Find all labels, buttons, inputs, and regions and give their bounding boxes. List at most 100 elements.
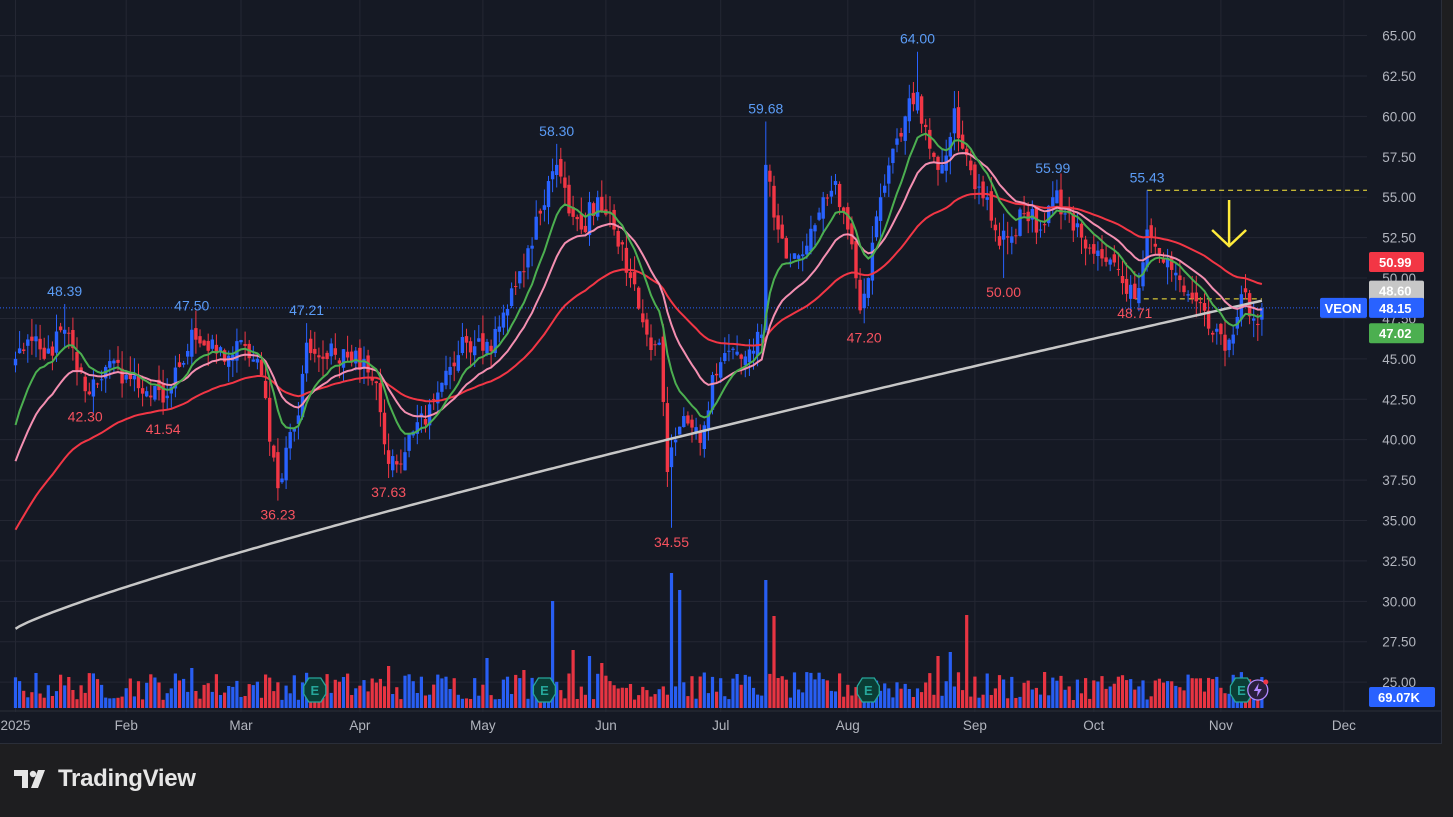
ticker-tag: VEON <box>1325 301 1362 316</box>
candle-body <box>1190 292 1194 299</box>
volume-bar <box>280 699 284 708</box>
time-tick-label: Apr <box>349 718 371 733</box>
candle-body <box>911 92 916 105</box>
earnings-marker[interactable]: E <box>532 677 557 703</box>
volume-bar <box>214 674 218 708</box>
candle-body <box>337 360 342 364</box>
volume-bar <box>665 694 669 708</box>
candle-body <box>30 336 34 341</box>
candles[interactable] <box>13 51 1264 528</box>
candle-body <box>665 403 670 472</box>
candle-body <box>22 349 26 351</box>
candle-body <box>198 336 202 344</box>
volume-bar <box>1047 695 1051 708</box>
candle-body <box>686 415 690 424</box>
candle-body <box>1079 223 1084 238</box>
price-axis[interactable]: 25.00 27.50 30.00 32.50 35.00 37.50 40.00 42.50… <box>1367 0 1441 712</box>
tradingview-logo[interactable]: TradingView <box>14 764 196 794</box>
volume-bar <box>723 696 727 708</box>
volume-bar <box>1010 676 1014 708</box>
candle-body <box>825 197 829 199</box>
volume-bar <box>821 679 825 708</box>
candle-body <box>809 228 813 252</box>
candle-body <box>128 372 132 380</box>
candle-body <box>1075 223 1080 228</box>
low-label: 37.63 <box>371 484 406 500</box>
candle-body <box>878 197 883 221</box>
time-tick-label: Nov <box>1209 718 1233 733</box>
volume-bar <box>735 674 739 708</box>
volume-bar <box>1084 678 1088 708</box>
volume-bar <box>284 685 288 708</box>
volume-bar <box>731 678 735 708</box>
candle-body <box>801 254 805 257</box>
volume-bar <box>231 686 235 708</box>
volume-bar <box>948 652 952 708</box>
candle-body <box>136 375 141 389</box>
time-tick-label: 2025 <box>0 718 30 733</box>
price-chart[interactable]: 48.39 42.30 41.54 47.50 36.23 47.21 37.63 58.30… <box>0 0 1441 743</box>
volume-bar <box>1227 693 1231 708</box>
volume-bar <box>608 681 612 708</box>
candle-body <box>288 432 292 449</box>
candle-body <box>1153 243 1157 247</box>
volume-bar <box>797 689 801 708</box>
candle-body <box>391 456 395 471</box>
candle-body <box>559 158 563 177</box>
volume-bar <box>903 683 907 708</box>
volume-bar <box>1145 699 1149 708</box>
candle-body <box>116 359 120 363</box>
candle-body <box>42 347 46 359</box>
candle-body <box>546 181 551 208</box>
ma-50-badge: 50.99 <box>1379 255 1412 270</box>
earnings-badge <box>303 677 327 703</box>
volume-bar <box>1088 698 1092 708</box>
candle-body <box>415 422 419 434</box>
volume-bar <box>817 672 821 708</box>
ma-21-line <box>14 152 1262 462</box>
earnings-marker[interactable]: E <box>856 677 880 703</box>
moving-averages <box>14 132 1263 630</box>
volume-bar <box>1055 680 1059 708</box>
candle-body <box>108 361 112 368</box>
candle-body <box>1055 190 1059 204</box>
volume-bar <box>612 685 616 708</box>
candle-body <box>924 124 928 128</box>
volume-bar <box>686 696 690 708</box>
volume-bar <box>1030 689 1034 708</box>
volume-bar <box>1071 700 1075 708</box>
time-axis[interactable]: 2025 Feb Mar Apr May Jun Jul Aug Sep Oct Nov Dec <box>0 710 1441 733</box>
candle-body <box>1006 236 1010 238</box>
volume-bar <box>95 679 100 708</box>
volume-bar <box>161 699 165 708</box>
candle-body <box>432 399 436 401</box>
candle-body <box>1124 278 1129 294</box>
earnings-marker[interactable]: E <box>1229 677 1254 703</box>
volume-bar <box>850 695 854 708</box>
candle-body <box>518 271 522 284</box>
notification-dot <box>1263 679 1269 685</box>
volume-bar <box>321 698 325 708</box>
candle-body <box>952 108 957 134</box>
candle-body <box>1108 259 1112 265</box>
candle-body <box>460 336 465 353</box>
candle-body <box>899 132 903 137</box>
candle-body <box>1022 213 1026 215</box>
volume-bar <box>956 672 961 708</box>
volume-bar <box>1186 674 1190 708</box>
candle-body <box>251 359 255 362</box>
chart-panel[interactable]: 48.39 42.30 41.54 47.50 36.23 47.21 37.63 58.30… <box>0 0 1442 744</box>
candle-body <box>616 230 620 247</box>
volume-bar <box>928 673 932 708</box>
candle-body <box>1182 285 1186 293</box>
candle-body <box>1059 189 1063 215</box>
candle-body <box>776 215 780 230</box>
candle-body <box>272 445 276 458</box>
volume-bar <box>854 687 858 708</box>
volume-bar <box>145 682 149 708</box>
earnings-marker[interactable]: E <box>303 677 327 703</box>
candle-body <box>1129 284 1133 299</box>
candle-body <box>1026 211 1030 222</box>
candle-body <box>805 245 809 255</box>
